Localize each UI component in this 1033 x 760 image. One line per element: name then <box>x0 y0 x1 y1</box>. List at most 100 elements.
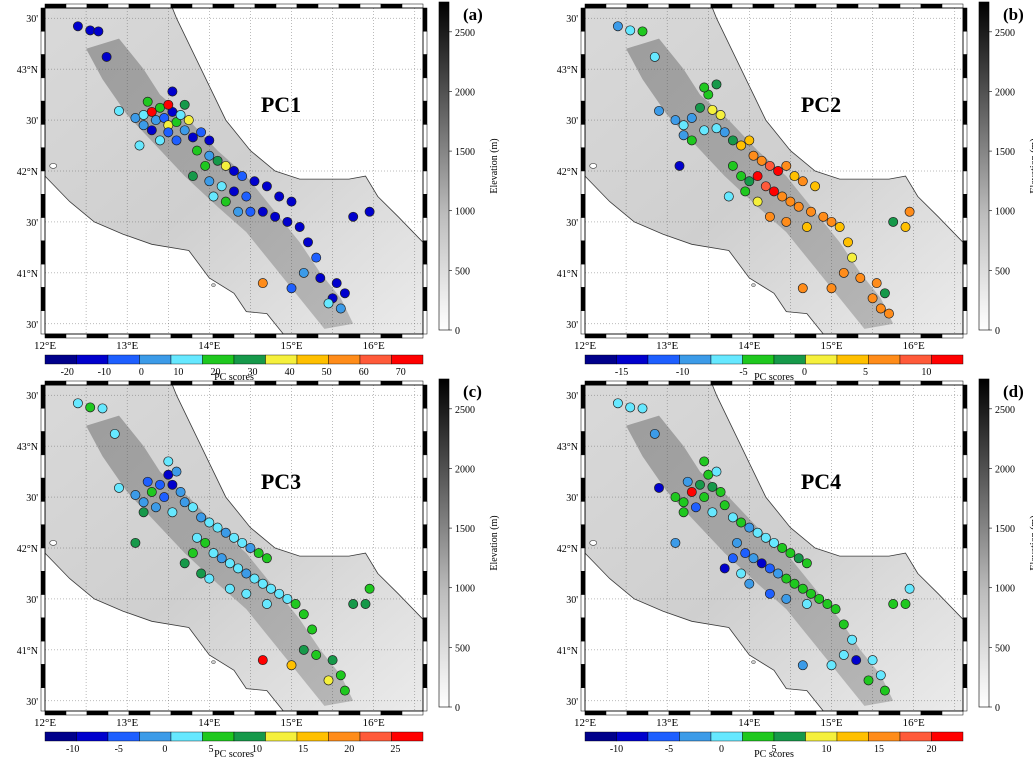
frame-segment <box>296 380 319 386</box>
lat-label: 41°N <box>557 646 578 657</box>
elevation-label: Elevation (m) <box>1029 138 1033 193</box>
pc-colorbar-segment <box>391 731 424 742</box>
station-marker <box>744 176 755 187</box>
frame-segment <box>212 710 235 716</box>
station-marker <box>311 252 322 263</box>
station-marker <box>146 125 157 136</box>
frame-segment <box>422 170 428 195</box>
lon-label: 14°E <box>738 717 760 729</box>
pc-colorbar-segment <box>742 354 775 365</box>
station-marker <box>678 120 689 131</box>
station-marker <box>781 216 792 227</box>
station-marker <box>241 191 252 202</box>
frame-segment <box>40 524 46 549</box>
frame-segment <box>752 380 775 386</box>
station-marker <box>797 176 808 187</box>
frame-segment <box>580 384 586 409</box>
pc-tick-label: 0 <box>802 367 807 378</box>
station-marker <box>97 403 108 414</box>
map-panel-pc2: 30' 43°N 30' 42°N 30' 41°N 30' 12°E 13°E 14°E 15°E… <box>557 1 1033 383</box>
station-marker <box>261 181 272 192</box>
station-marker <box>879 288 890 299</box>
island-marker <box>211 283 216 287</box>
frame-segment <box>422 640 428 665</box>
station-marker <box>208 191 219 202</box>
frame-segment <box>962 100 968 125</box>
station-marker <box>637 403 648 414</box>
map-border <box>584 7 964 335</box>
station-marker <box>85 25 96 36</box>
station-marker <box>163 469 174 480</box>
station-marker <box>229 532 239 543</box>
pc-colorbar-segment <box>584 354 617 365</box>
station-marker <box>261 599 272 609</box>
station-marker <box>163 127 174 138</box>
elev-tick-label: 500 <box>995 266 1010 277</box>
station-marker <box>847 252 858 263</box>
frame-segment <box>962 547 968 572</box>
station-marker <box>707 507 718 518</box>
lat-label: 42°N <box>557 167 578 178</box>
pc-colorbar-segment <box>616 354 649 365</box>
frame-segment <box>962 664 968 688</box>
panel-title: PC4 <box>801 469 841 494</box>
frame-segment <box>878 380 901 386</box>
station-marker <box>756 155 767 166</box>
lon-label: 16°E <box>363 717 385 729</box>
frame-segment <box>422 124 428 148</box>
frame-segment <box>317 3 340 9</box>
station-marker <box>769 186 779 197</box>
station-marker <box>826 660 837 671</box>
station-marker <box>146 487 157 497</box>
frame-segment <box>580 640 586 665</box>
pc-tick-label: 40 <box>285 367 295 378</box>
frame-segment <box>191 3 214 9</box>
station-marker <box>335 303 346 314</box>
pc-tick-label: 25 <box>390 744 400 755</box>
frame-segment <box>317 380 340 386</box>
station-marker <box>797 283 808 294</box>
frame-segment <box>710 380 733 386</box>
station-markers <box>612 398 915 696</box>
frame-segment <box>65 3 88 9</box>
frame-segment <box>605 380 628 386</box>
station-marker <box>233 206 244 217</box>
elevation-label: Elevation (m) <box>489 138 500 193</box>
frame-segment <box>40 147 46 172</box>
station-marker <box>187 548 198 559</box>
frame-segment <box>40 384 46 409</box>
station-marker <box>364 583 375 594</box>
station-marker <box>290 599 301 609</box>
station-marker <box>286 196 297 207</box>
frame-segment <box>815 333 838 339</box>
station-marker <box>781 160 792 171</box>
frame-segment <box>422 31 428 55</box>
island-marker <box>211 660 216 664</box>
station-marker <box>871 278 882 289</box>
frame-segment <box>44 3 67 9</box>
frame-segment <box>580 310 586 335</box>
lat-label: 30' <box>566 391 578 402</box>
station-marker <box>150 115 161 126</box>
elevation-colorbar <box>438 378 450 708</box>
frame-segment <box>580 617 586 642</box>
frame-segment <box>40 77 46 102</box>
panel-tag: (b) <box>1003 5 1024 24</box>
pc-tick-label: -10 <box>66 744 79 755</box>
frame-segment <box>422 240 428 265</box>
station-marker <box>797 660 808 671</box>
station-marker <box>686 135 697 146</box>
frame-segment <box>422 217 428 242</box>
frame-segment <box>962 54 968 79</box>
station-marker <box>764 563 775 574</box>
station-marker <box>904 583 915 594</box>
frame-segment <box>647 710 670 716</box>
station-marker <box>654 105 664 116</box>
lat-label: 41°N <box>17 269 38 280</box>
station-marker <box>245 206 256 217</box>
station-marker <box>241 568 252 579</box>
frame-segment <box>422 431 428 456</box>
frame-segment <box>191 333 214 339</box>
panel-title: PC3 <box>261 469 301 494</box>
